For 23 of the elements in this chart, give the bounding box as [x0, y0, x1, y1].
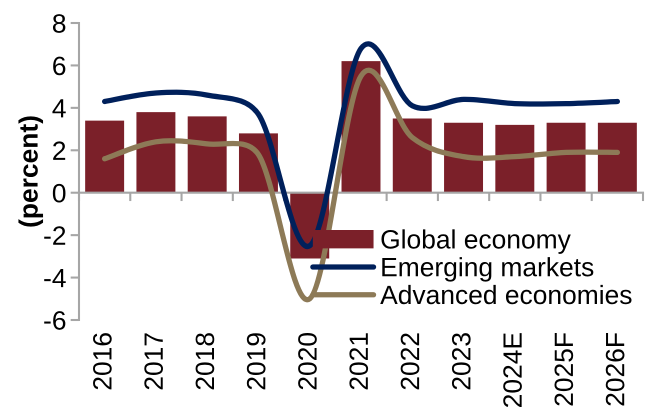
x-tick-label: 2025F [554, 333, 574, 406]
y-tick-label: 4 [52, 99, 66, 118]
x-tick-label: 2022 [400, 333, 420, 390]
y-tick-label: -2 [44, 226, 66, 245]
y-tick-label: 6 [53, 56, 66, 76]
y-tick-label: 8 [52, 14, 66, 33]
x-tick-label: 2018 [196, 333, 214, 390]
x-tick-label: 2026F [606, 333, 624, 406]
legend-label: Global economy [381, 229, 571, 254]
x-tick-label: 2019 [246, 333, 266, 390]
y-tick-label: -6 [44, 311, 66, 330]
legend-label: Emerging markets [382, 257, 594, 282]
x-tick-label: 2017 [144, 333, 163, 390]
x-tick-label: 2020 [298, 333, 317, 390]
y-tick-label: 2 [53, 141, 66, 160]
y-axis-title: (percent) [18, 116, 44, 227]
y-tick-label: 0 [52, 184, 66, 203]
x-tick-label: 2024E [503, 333, 522, 407]
x-tick-label: 2023 [452, 333, 471, 390]
legend-label: Advanced economies [380, 284, 632, 304]
x-tick-label: 2016 [93, 333, 112, 390]
y-tick-label: -4 [44, 268, 66, 288]
x-tick-label: 2021 [349, 333, 368, 390]
